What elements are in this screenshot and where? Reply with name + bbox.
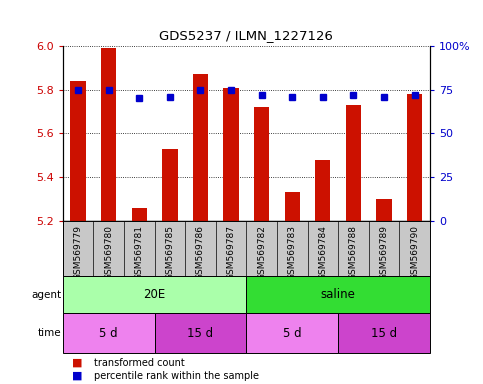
Text: GSM569790: GSM569790 [410,225,419,280]
Text: percentile rank within the sample: percentile rank within the sample [94,371,259,381]
Bar [254,107,270,221]
Text: GSM569788: GSM569788 [349,225,358,280]
Text: agent: agent [31,290,61,300]
Text: 5 d: 5 d [283,327,301,339]
Bar [162,149,177,221]
Bar [193,74,208,221]
Bar [338,313,430,353]
Bar [246,276,430,313]
Text: GSM569781: GSM569781 [135,225,144,280]
Bar [63,313,155,353]
Text: GSM569779: GSM569779 [73,225,83,280]
Bar [101,48,116,221]
Text: ■: ■ [72,371,83,381]
Bar [155,313,246,353]
Text: GSM569783: GSM569783 [288,225,297,280]
Bar [284,192,300,221]
Bar [223,88,239,221]
Text: saline: saline [321,288,355,301]
Text: transformed count: transformed count [94,358,185,368]
Text: ■: ■ [72,358,83,368]
Text: time: time [38,328,61,338]
Bar [376,199,392,221]
Bar [407,94,422,221]
Bar [346,105,361,221]
Text: 20E: 20E [143,288,166,301]
Bar [131,208,147,221]
Text: GSM569784: GSM569784 [318,225,327,280]
Text: 15 d: 15 d [187,327,213,339]
Text: GSM569787: GSM569787 [227,225,236,280]
Text: GSM569789: GSM569789 [380,225,388,280]
Text: GSM569785: GSM569785 [165,225,174,280]
Bar [246,313,338,353]
Text: GSM569786: GSM569786 [196,225,205,280]
Bar [71,81,86,221]
Text: 5 d: 5 d [99,327,118,339]
Bar [315,160,330,221]
Title: GDS5237 / ILMN_1227126: GDS5237 / ILMN_1227126 [159,29,333,42]
Text: 15 d: 15 d [371,327,397,339]
Text: GSM569782: GSM569782 [257,225,266,280]
Text: GSM569780: GSM569780 [104,225,113,280]
Bar [63,276,246,313]
